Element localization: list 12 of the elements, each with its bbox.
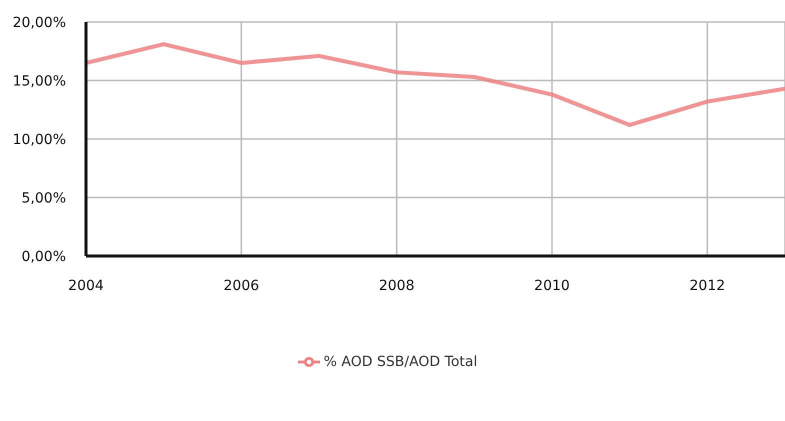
x-tick-label: 2008	[378, 278, 414, 294]
y-tick-label: 20,00%	[12, 14, 66, 31]
x-tick-label: 2012	[690, 278, 726, 294]
y-tick-label: 15,00%	[12, 73, 66, 90]
x-tick-label: 2010	[534, 278, 570, 294]
legend-label: % AOD SSB/AOD Total	[324, 354, 478, 370]
y-tick-label: 10,00%	[12, 132, 66, 148]
x-tick-label: 2006	[224, 278, 260, 294]
line-series	[86, 42, 785, 127]
x-tick-label: 2004	[68, 278, 104, 294]
y-tick-label: 0,00%	[22, 248, 66, 265]
y-tick-label: 5,00%	[22, 190, 66, 206]
